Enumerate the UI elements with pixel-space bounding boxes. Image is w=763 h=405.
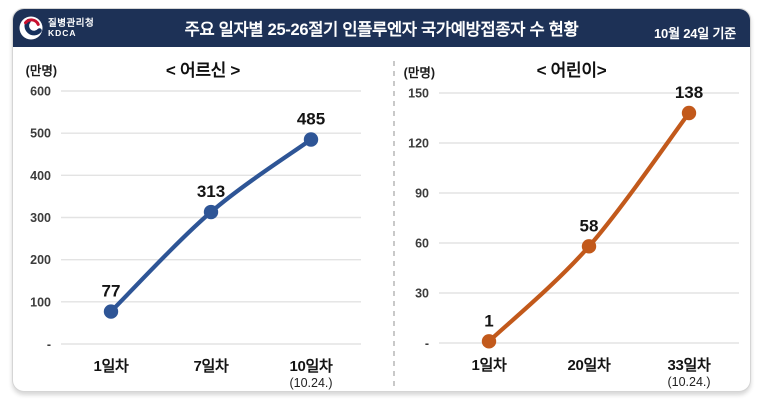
y-tick-label: 400 [30,169,51,183]
line-chart-children: - 30 60 90 120 150 (만명) 1 1일차 58 20일차 138 33일차(10.24… [404,65,739,389]
chart-panel-children: < 어린이> - 30 60 90 120 150 (만명) 1 1일차 58 20일차 138 33일… [393,47,750,393]
data-point-value-label: 58 [580,216,599,235]
data-point [303,132,319,147]
y-tick-label: 60 [415,237,429,251]
data-point-value-label: 1 [484,311,493,330]
agency-name-kr: 질병관리청 [48,17,95,29]
chart-title-children: < 어린이> [536,61,607,80]
data-point-value-label: 138 [675,83,703,102]
y-tick-label: - [47,338,51,352]
y-tick-label: 500 [30,127,51,141]
x-axis-label: 10일차 [289,358,333,375]
y-tick-label: 90 [415,187,429,201]
data-point-value-label: 77 [102,282,121,301]
y-tick-label: 120 [408,137,429,151]
x-axis-label: 1일차 [471,357,507,374]
y-axis-unit-label: (만명) [404,65,435,80]
panel-divider [393,61,395,387]
y-tick-label: 600 [30,85,51,99]
agency-name: 질병관리청 KDCA [48,17,95,38]
y-tick-label: - [425,337,429,351]
y-tick-label: 300 [30,211,51,225]
report-card: 질병관리청 KDCA 주요 일자별 25-26절기 인플루엔자 국가예방접종자 … [12,8,751,392]
header-bar: 질병관리청 KDCA 주요 일자별 25-26절기 인플루엔자 국가예방접종자 … [13,9,750,47]
y-tick-label: 150 [408,87,429,101]
page-title: 주요 일자별 25-26절기 인플루엔자 국가예방접종자 수 현황 [184,21,579,39]
x-axis-date-note: (10.24.) [667,375,710,389]
data-point-value-label: 485 [297,109,325,128]
chart-panel-elderly: < 어르신 > - 100 200 300 400 500 600 (만명) 77 1일차 313 7… [13,47,393,393]
x-axis-label: 1일차 [93,358,129,375]
data-point [203,204,219,220]
kdca-emblem-icon [19,16,43,40]
x-axis-label: 20일차 [567,357,611,374]
line-chart-elderly: - 100 200 300 400 500 600 (만명) 77 1일차 313 7일차 485 10일… [26,63,361,390]
charts-area: < 어르신 > - 100 200 300 400 500 600 (만명) 77 1일차 313 7… [13,47,750,393]
date-reference-badge: 10월 24일 기준 [654,26,736,41]
y-tick-label: 100 [30,295,51,309]
agency-name-en: KDCA [48,27,77,38]
x-axis-date-note: (10.24.) [289,376,332,390]
kdca-logo: 질병관리청 KDCA [19,16,94,40]
data-point [481,334,497,349]
x-axis-label: 7일차 [193,358,229,375]
x-axis-label: 33일차 [667,357,711,374]
trend-line [108,137,314,314]
y-axis-unit-label: (만명) [26,63,57,78]
data-point [681,105,697,121]
chart-title-elderly: < 어르신 > [165,61,241,80]
data-point [581,239,597,254]
data-point [103,304,119,319]
y-tick-label: 200 [30,253,51,267]
data-point-value-label: 313 [197,182,225,201]
y-tick-label: 30 [415,287,429,301]
